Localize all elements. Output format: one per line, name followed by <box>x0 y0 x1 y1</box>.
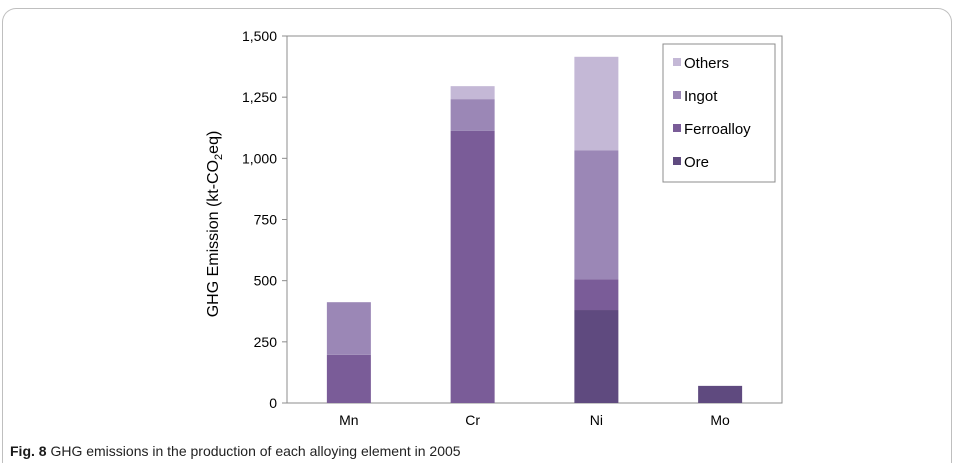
x-tick-label: Mo <box>710 412 730 428</box>
legend-swatch-ingot <box>673 91 681 99</box>
x-tick-label: Mn <box>339 412 358 428</box>
bar-ni-ferroalloy <box>574 279 619 311</box>
bar-mn-ferroalloy <box>326 354 371 403</box>
legend-label-ingot: Ingot <box>684 88 718 105</box>
y-tick-label: 1,000 <box>242 150 277 166</box>
legend-swatch-ferroalloy <box>673 124 681 132</box>
bar-ni-ore <box>574 310 619 403</box>
legend-swatch-others <box>673 58 681 66</box>
bar-ni-ingot <box>574 150 619 280</box>
x-tick-label: Cr <box>465 412 480 428</box>
bar-cr-ingot <box>450 99 495 131</box>
y-tick-label: 1,250 <box>242 89 277 105</box>
figure-frame <box>2 8 952 463</box>
legend: Others Ingot Ferroalloy Ore <box>662 43 776 183</box>
figure-caption: Fig. 8 GHG emissions in the production o… <box>10 443 461 459</box>
y-tick-label: 500 <box>254 273 278 289</box>
y-tick-label: 250 <box>254 334 278 350</box>
legend-label-ferroalloy: Ferroalloy <box>684 121 751 138</box>
bar-cr-others <box>450 86 495 100</box>
y-tick-label: 750 <box>254 212 278 228</box>
x-tick-label: Ni <box>590 412 603 428</box>
legend-box <box>662 43 776 183</box>
bar-cr-ferroalloy <box>450 130 495 403</box>
caption-text: GHG emissions in the production of each … <box>50 443 461 459</box>
bar-mn-ingot <box>326 302 371 355</box>
legend-swatch-ore <box>673 157 681 165</box>
stacked-bar-chart: 0 250 500 750 1,000 1,250 1,500 Mn Cr Ni Mo GHG Em… <box>205 28 783 428</box>
legend-label-others: Others <box>684 55 729 72</box>
bar-ni-others <box>574 56 619 151</box>
y-tick-label: 0 <box>269 395 277 411</box>
legend-label-ore: Ore <box>684 154 709 171</box>
caption-label: Fig. 8 <box>10 443 47 459</box>
y-tick-label: 1,500 <box>242 28 277 44</box>
y-axis-label: GHG Emission (kt-CO2eq) <box>205 131 225 318</box>
bar-mo-ore <box>698 385 743 403</box>
